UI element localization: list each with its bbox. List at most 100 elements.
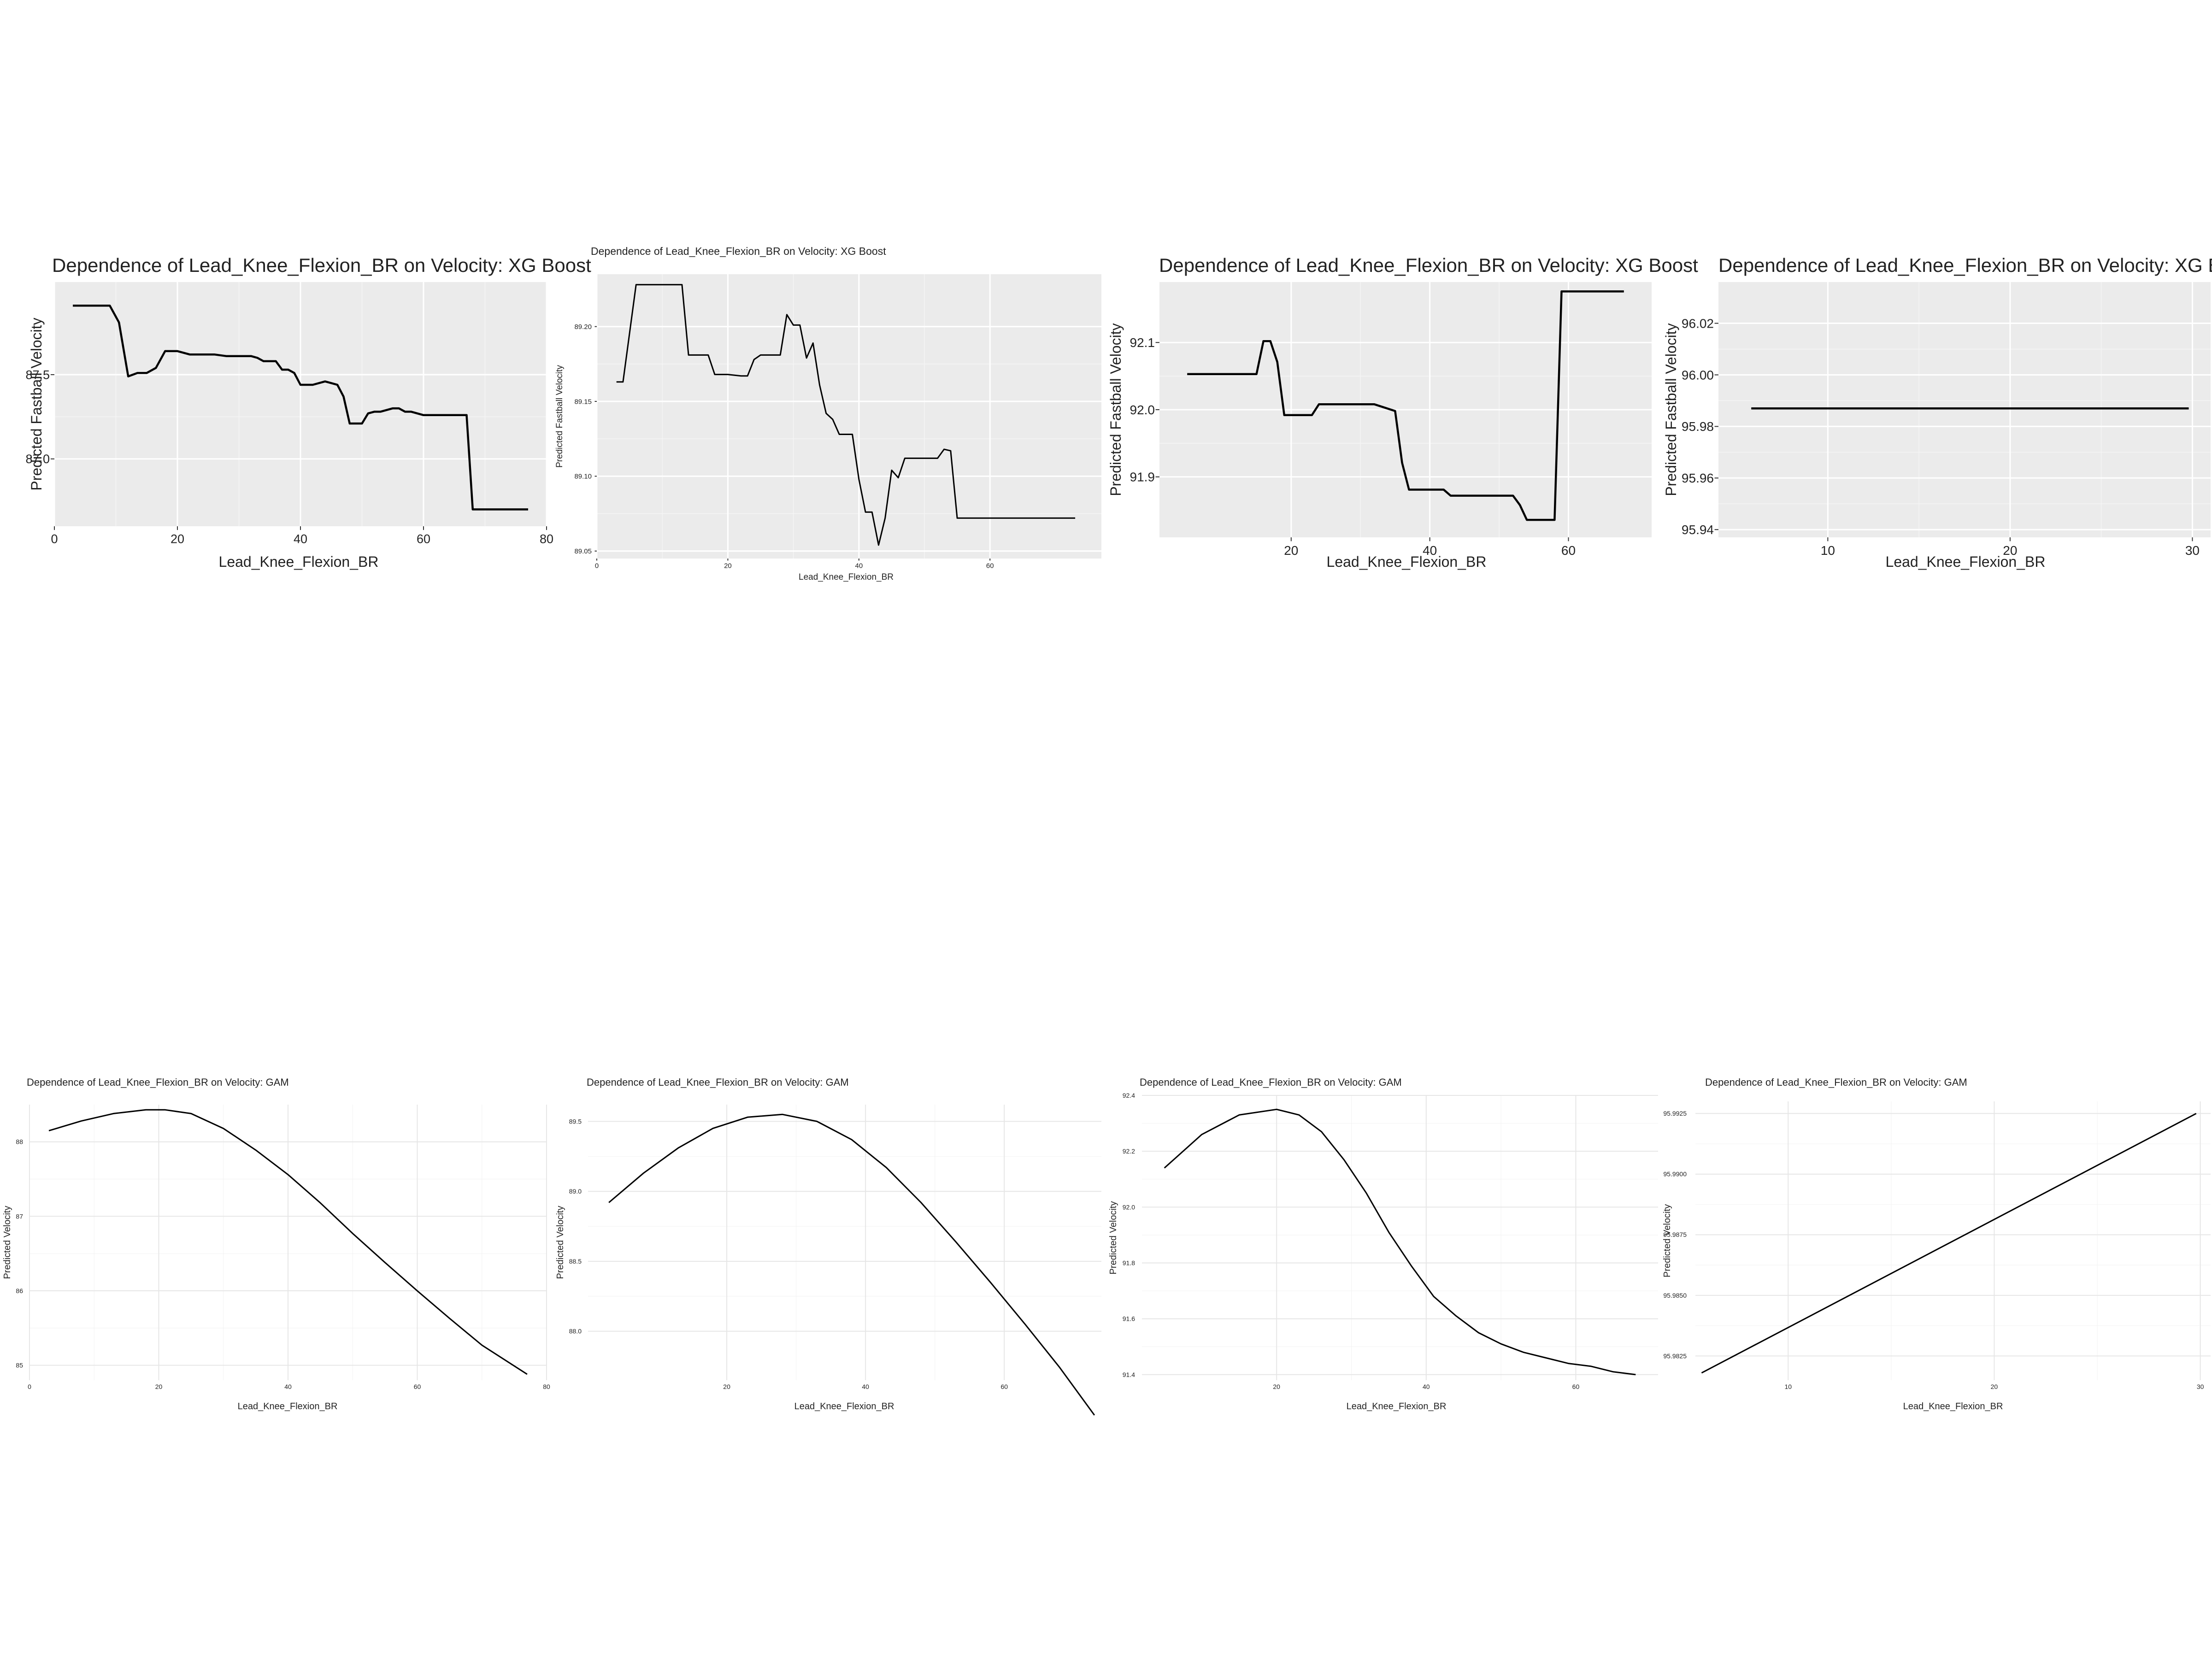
y-tick-label: 85 — [16, 1362, 23, 1369]
y-axis-label: Predicted Fastball Velocity — [1663, 323, 1679, 496]
y-tick-label: 89.10 — [574, 473, 592, 481]
y-tick-label: 89.15 — [574, 398, 592, 406]
chart-panel-4: 10 20 30 95.94 95.96 95.98 96.00 96.02 Dependenc… — [1663, 254, 2212, 570]
y-axis-label: Predicted Fastball Velocity — [1107, 323, 1124, 496]
plot-background — [597, 274, 1101, 559]
y-tick-label: 88 — [16, 1138, 23, 1146]
x-tick-label: 0 — [595, 562, 599, 570]
y-tick-label: 95.9925 — [1663, 1110, 1687, 1117]
x-tick-label: 20 — [155, 1383, 163, 1390]
y-tick-label: 89.05 — [574, 547, 592, 555]
chart-title: Dependence of Lead_Knee_Flexion_BR on Ve… — [1159, 254, 1698, 276]
series-line — [48, 1109, 528, 1375]
y-tick-label: 89.5 — [569, 1118, 582, 1125]
y-tick-label: 95.9825 — [1663, 1352, 1687, 1359]
y-tick-label: 87.5 — [25, 368, 50, 382]
y-tick-label: 87.0 — [25, 452, 50, 466]
chart-panel-2: 0 20 40 60 89.05 89.10 89.15 89.20 Dependence of… — [555, 245, 1101, 582]
y-tick-label: 91.9 — [1130, 470, 1155, 484]
x-tick-label: 60 — [414, 1383, 421, 1390]
x-tick-label: 60 — [986, 562, 994, 570]
y-axis-label: Predicted Velocity — [555, 1206, 565, 1279]
chart-title: Dependence of Lead_Knee_Flexion_BR on Ve… — [27, 1077, 289, 1088]
chart-title: Dependence of Lead_Knee_Flexion_BR on Ve… — [591, 245, 886, 257]
chart-title: Dependence of Lead_Knee_Flexion_BR on Ve… — [52, 254, 591, 276]
chart-title: Dependence of Lead_Knee_Flexion_BR on Ve… — [1705, 1077, 1967, 1088]
x-axis-label: Lead_Knee_Flexion_BR — [219, 553, 379, 570]
chart-panel-8: 10 20 30 95.9825 95.9850 95.9875 95.9900 95.992… — [1662, 1077, 2211, 1412]
chart-title: Dependence of Lead_Knee_Flexion_BR on Ve… — [1140, 1077, 1402, 1088]
y-tick-label: 95.9850 — [1663, 1292, 1687, 1299]
y-tick-label: 96.00 — [1682, 368, 1714, 382]
y-tick-label: 92.0 — [1123, 1203, 1135, 1211]
x-tick-label: 40 — [1423, 1383, 1430, 1390]
x-axis-label: Lead_Knee_Flexion_BR — [1327, 553, 1487, 570]
y-tick-label: 91.4 — [1123, 1371, 1135, 1378]
series-line — [608, 1113, 1095, 1416]
y-tick-label: 86 — [16, 1287, 23, 1294]
chart-title: Dependence of Lead_Knee_Flexion_BR on Ve… — [587, 1077, 849, 1088]
x-tick-label: 20 — [723, 1383, 730, 1390]
series-line — [1701, 1112, 2197, 1374]
y-tick-label: 91.8 — [1123, 1259, 1135, 1266]
x-tick-label: 60 — [1561, 543, 1576, 558]
chart-panel-1: 0 20 40 60 80 87.0 87.5 Dependence of Lead_Knee… — [25, 254, 591, 570]
x-axis-label: Lead_Knee_Flexion_BR — [1886, 553, 2046, 570]
chart-panel-5: 0 20 40 60 80 85 86 87 88 Dependence of Lead_Knee… — [2, 1077, 550, 1412]
x-tick-label: 40 — [855, 562, 863, 570]
y-tick-label: 92.4 — [1123, 1092, 1135, 1099]
x-tick-label: 30 — [2197, 1383, 2204, 1390]
x-tick-label: 0 — [51, 532, 58, 546]
chart-panel-7: 20 40 60 91.4 91.6 91.8 92.0 92.2 92.4 Dependence… — [1108, 1077, 1658, 1412]
x-tick-label: 60 — [417, 532, 430, 546]
y-axis-label: Predicted Velocity — [1662, 1204, 1672, 1277]
y-axis-label: Predicted Fastball Velocity — [555, 365, 565, 468]
x-tick-label: 30 — [2185, 543, 2200, 558]
plot-background — [1718, 282, 2211, 537]
x-tick-label: 0 — [28, 1383, 31, 1390]
chart-panel-3: 20 40 60 91.9 92.0 92.1 Dependence of Lead_Kne… — [1107, 254, 1698, 570]
x-tick-label: 60 — [1572, 1383, 1580, 1390]
x-axis-label: Lead_Knee_Flexion_BR — [238, 1401, 338, 1412]
x-tick-label: 20 — [1991, 1383, 1998, 1390]
y-axis-label: Predicted Velocity — [1108, 1201, 1118, 1275]
y-tick-label: 89.20 — [574, 323, 592, 331]
y-tick-label: 95.94 — [1682, 523, 1714, 537]
x-tick-label: 40 — [862, 1383, 869, 1390]
y-tick-label: 95.96 — [1682, 471, 1714, 485]
series-line — [73, 304, 528, 511]
y-tick-label: 95.9900 — [1663, 1171, 1687, 1178]
y-tick-label: 89.0 — [569, 1188, 582, 1195]
series-line — [1187, 290, 1624, 521]
y-tick-label: 87 — [16, 1212, 23, 1220]
y-tick-label: 92.0 — [1130, 403, 1155, 417]
y-tick-label: 95.98 — [1682, 419, 1714, 434]
y-tick-label: 91.6 — [1123, 1315, 1135, 1323]
y-tick-label: 88.0 — [569, 1328, 582, 1335]
plot-background — [588, 1105, 1101, 1380]
x-tick-label: 10 — [1821, 543, 1835, 558]
x-tick-label: 80 — [543, 1383, 550, 1390]
x-tick-label: 20 — [1273, 1383, 1280, 1390]
series-line — [1164, 1108, 1636, 1376]
x-tick-label: 20 — [1284, 543, 1298, 558]
y-tick-label: 92.2 — [1123, 1147, 1135, 1155]
x-axis-label: Lead_Knee_Flexion_BR — [794, 1401, 894, 1412]
x-tick-label: 10 — [1784, 1383, 1792, 1390]
x-tick-label: 40 — [294, 532, 307, 546]
y-tick-label: 95.9875 — [1663, 1231, 1687, 1238]
x-tick-label: 40 — [1423, 543, 1437, 558]
y-tick-label: 92.1 — [1130, 335, 1155, 350]
x-tick-label: 80 — [540, 532, 553, 546]
x-tick-label: 20 — [171, 532, 184, 546]
x-tick-label: 20 — [2003, 543, 2017, 558]
chart-title: Dependence of Lead_Knee_Flexion_BR on Ve… — [1718, 254, 2212, 276]
chart-panel-6: 20 40 60 88.0 88.5 89.0 89.5 Dependence of Lead… — [555, 1077, 1101, 1416]
series-line — [616, 284, 1076, 546]
x-tick-label: 40 — [284, 1383, 292, 1390]
x-axis-label: Lead_Knee_Flexion_BR — [1347, 1401, 1447, 1412]
y-tick-label: 88.5 — [569, 1258, 582, 1265]
y-axis-label: Predicted Velocity — [2, 1206, 12, 1279]
x-tick-label: 60 — [1000, 1383, 1008, 1390]
